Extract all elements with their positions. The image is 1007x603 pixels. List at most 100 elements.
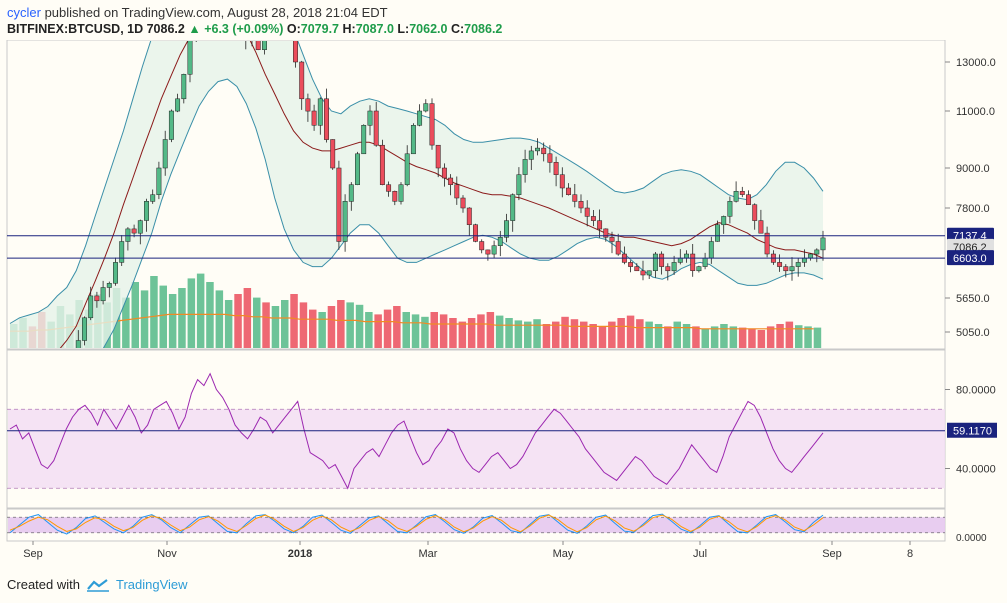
bollinger-upper-line <box>9 41 824 324</box>
candle-body <box>820 237 826 251</box>
volume-bar <box>243 288 252 348</box>
rsi-y-tick-label: 80.0000 <box>956 385 996 397</box>
candle-body <box>162 139 168 169</box>
volume-bar <box>178 288 186 348</box>
candle-body <box>305 98 311 112</box>
publisher-name[interactable]: cycler <box>7 5 41 20</box>
volume-bar <box>542 324 551 348</box>
x-tick-label: 8 <box>907 548 913 560</box>
volume-bar <box>234 294 242 348</box>
candle-body <box>379 144 385 185</box>
volume-bar <box>785 321 794 348</box>
candle-body <box>168 110 174 140</box>
volume-bar <box>813 327 822 348</box>
candle-body <box>783 266 789 272</box>
candle-body <box>342 201 348 242</box>
candle-body <box>466 207 472 225</box>
volume-bar <box>374 314 382 348</box>
candle-body <box>429 103 435 146</box>
candle-body <box>485 249 491 255</box>
volume-bar <box>636 319 644 348</box>
main-y-axis[interactable]: 13000.0 11000.0 9000.0 7800.0 5650.0 5050.0 <box>945 57 996 339</box>
volume-bar <box>281 300 289 348</box>
volume-bar <box>533 319 541 348</box>
symbol-label[interactable]: BITFINEX:BTCUSD, 1D <box>7 22 144 36</box>
candle-body <box>528 150 534 160</box>
volume-bar <box>439 314 448 348</box>
candle-body <box>628 262 634 267</box>
candle-body <box>677 257 683 263</box>
volume-bar <box>402 312 410 348</box>
volume-bar <box>122 297 130 348</box>
candle-body <box>541 147 547 155</box>
candle-body <box>640 270 646 276</box>
rsi-line <box>9 372 824 490</box>
volume-bar <box>365 312 373 348</box>
candle-body <box>410 125 416 155</box>
volume-bar <box>505 318 513 348</box>
candle-body <box>535 147 540 152</box>
candle-body <box>262 41 267 50</box>
candle-body <box>423 103 429 112</box>
volume-bar <box>290 294 298 348</box>
x-tick-label: Jul <box>693 548 707 560</box>
volume-bar <box>766 326 775 348</box>
candle-body <box>652 253 658 271</box>
volume-bar <box>215 290 224 348</box>
candle-body <box>764 232 770 255</box>
volume-bar <box>486 312 495 348</box>
chart-canvas[interactable]: 13000.0 11000.0 9000.0 7800.0 5650.0 5050.0 7… <box>0 40 1007 575</box>
published-text: published on TradingView.com, August 28,… <box>44 5 388 20</box>
bollinger-band-fill <box>10 41 823 348</box>
stoch-k-line <box>9 513 824 535</box>
volume-bar <box>159 285 167 348</box>
candle-body <box>684 253 689 259</box>
candle-body <box>255 41 261 50</box>
candle-body <box>479 241 485 251</box>
volume-bar <box>393 306 401 348</box>
x-tick-label: Sep <box>822 548 842 560</box>
candle-body <box>752 204 758 221</box>
rsi-band-fill <box>8 409 945 489</box>
candle-body <box>522 159 528 175</box>
candle-body <box>597 220 603 230</box>
volume-bar <box>645 321 653 348</box>
candle-body <box>299 61 305 100</box>
candle-body <box>181 74 187 100</box>
candle-body <box>497 237 503 246</box>
volume-bar <box>131 282 139 348</box>
price-tag-label: 6603.0 <box>953 253 987 265</box>
candle-body <box>789 266 795 272</box>
candle-body <box>615 241 621 255</box>
low-value: 7062.0 <box>409 22 448 36</box>
y-tick-label: 11000.0 <box>956 106 995 118</box>
tradingview-brand[interactable]: TradingView <box>115 577 188 592</box>
volume-bar <box>383 309 392 348</box>
candle-body <box>367 110 373 126</box>
candle-body <box>777 262 783 267</box>
volume-bar <box>608 321 616 348</box>
volume-bar <box>299 302 308 348</box>
candle-body <box>137 220 143 234</box>
time-axis[interactable]: Sep Nov 2018 Mar May Jul Sep 8 <box>23 541 913 560</box>
volume-bar <box>224 300 233 348</box>
x-tick-label: Sep <box>23 548 43 560</box>
chart-header: cycler published on TradingView.com, Aug… <box>0 0 1007 40</box>
volume-bar <box>795 325 803 348</box>
bollinger-layer <box>9 41 824 348</box>
candle-body <box>435 144 441 169</box>
candle-body <box>553 162 559 175</box>
volume-bar <box>514 320 523 348</box>
volume-bar <box>421 316 429 348</box>
volume-bar <box>654 324 663 348</box>
candle-body <box>603 228 609 238</box>
x-tick-label: Nov <box>157 548 177 560</box>
volume-bar <box>467 318 476 348</box>
candle-body <box>82 317 87 341</box>
candle-body <box>460 197 466 209</box>
candle-body <box>702 257 708 267</box>
volume-bar <box>626 315 635 348</box>
volume-bar <box>309 309 317 348</box>
last-price: 7086.2 <box>146 22 185 36</box>
